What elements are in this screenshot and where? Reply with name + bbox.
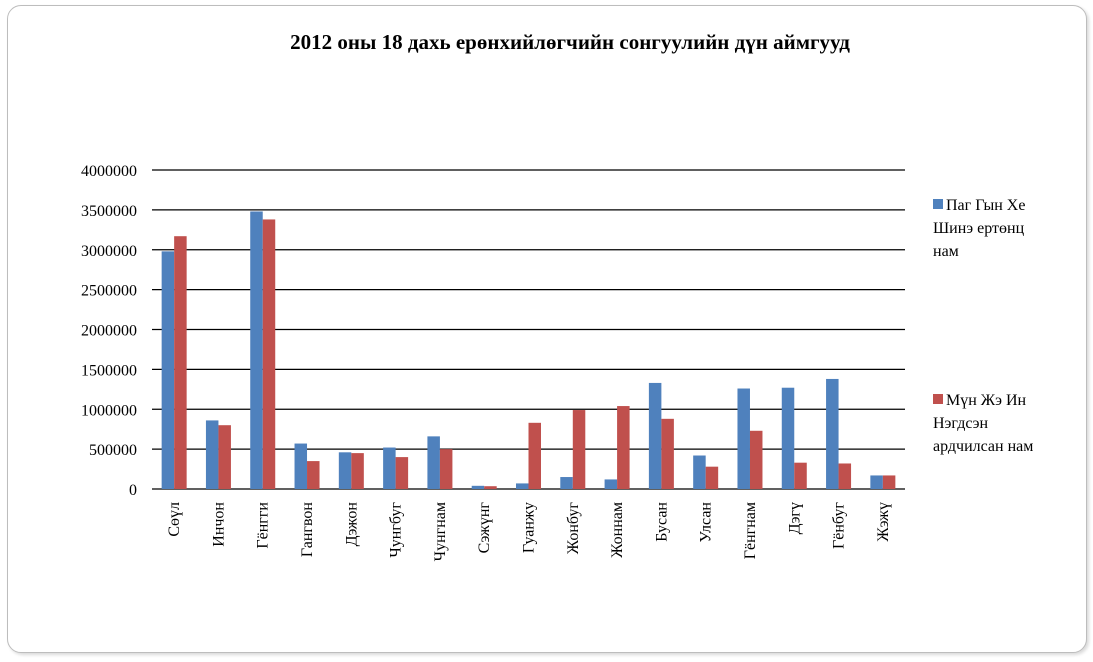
bar-moon-1 <box>218 425 231 489</box>
bar-park-13 <box>737 388 750 489</box>
x-tick-label: Жоннам <box>609 502 626 558</box>
x-tick-label: Жонбуг <box>565 502 582 555</box>
x-tick-label: Гангвон <box>299 502 316 558</box>
x-tick-label: Гёнгги <box>255 502 272 549</box>
legend: Паг Гын Хе Шинэ ертөнц нам Мүн Жэ Ин Нэгдсэн… <box>933 197 1033 455</box>
y-tick-label: 4000000 <box>81 163 137 180</box>
bar-moon-7 <box>484 486 497 489</box>
bar-moon-8 <box>528 422 541 489</box>
bar-moon-15 <box>838 463 852 489</box>
bar-moon-13 <box>749 430 763 489</box>
bar-moon-10 <box>617 406 630 489</box>
bar-park-11 <box>648 382 662 489</box>
x-tick-label: Сэжүнг <box>476 502 493 554</box>
bar-park-1 <box>205 420 219 489</box>
bar-park-6 <box>427 436 440 489</box>
y-tick-label: 3500000 <box>81 203 137 220</box>
x-tick-label: Сөүл <box>166 502 183 537</box>
y-tick-label: 1500000 <box>81 362 137 379</box>
bar-park-14 <box>781 387 795 489</box>
bar-park-12 <box>693 455 706 489</box>
bar-moon-12 <box>705 466 719 489</box>
bar-park-3 <box>294 443 308 489</box>
bar-moon-0 <box>174 236 187 489</box>
bar-moon-11 <box>661 418 674 489</box>
bar-park-16 <box>870 475 883 489</box>
bar-park-4 <box>338 452 352 489</box>
x-tick-label: Бусан <box>653 502 670 542</box>
bar-park-9 <box>560 477 573 489</box>
x-tick-label: Чунгбуг <box>388 502 405 558</box>
legend-label-1: Мүн Жэ Ин Нэгдсэн ардчилсан нам <box>933 392 1033 455</box>
bar-park-2 <box>250 211 263 489</box>
legend-label-0: Паг Гын Хе Шинэ ертөнц нам <box>933 197 1025 260</box>
gridlines <box>152 169 905 490</box>
legend-swatch-0 <box>933 199 943 209</box>
x-tick-label: Инчон <box>210 502 227 547</box>
y-axis-ticks: 0 500000 1000000 1500000 2000000 2500000 30000… <box>81 163 137 499</box>
y-tick-label: 2000000 <box>81 323 137 340</box>
bar-moon-14 <box>794 462 807 489</box>
bar-moon-5 <box>395 457 409 489</box>
bar-moon-4 <box>351 453 364 489</box>
legend-swatch-1 <box>933 394 943 404</box>
bar-moon-2 <box>262 219 276 489</box>
x-tick-label: Чунгнам <box>432 502 449 561</box>
bars <box>161 211 896 489</box>
bar-moon-9 <box>572 410 586 489</box>
bar-park-5 <box>383 447 396 489</box>
bar-park-15 <box>826 378 839 489</box>
x-tick-label: Гёнбуг <box>831 502 848 549</box>
x-tick-label: Дэжон <box>343 502 360 547</box>
bar-moon-16 <box>882 475 896 489</box>
y-tick-label: 2500000 <box>81 283 137 300</box>
bar-park-10 <box>604 479 618 489</box>
bar-park-0 <box>161 251 175 489</box>
bar-park-7 <box>471 485 485 489</box>
bar-park-8 <box>516 483 529 489</box>
y-tick-label: 3000000 <box>81 243 137 260</box>
x-tick-label: Гёнгнам <box>742 502 759 559</box>
x-tick-label: Жэжү <box>875 502 892 542</box>
x-tick-label: Улсан <box>698 502 715 543</box>
y-tick-label: 500000 <box>89 442 137 459</box>
bar-moon-3 <box>307 461 320 489</box>
chart-title: 2012 оны 18 дахь ерөнхийлөгчийн сонгуули… <box>290 30 850 54</box>
y-tick-label: 0 <box>129 482 137 499</box>
bar-moon-6 <box>439 449 453 489</box>
y-tick-label: 1000000 <box>81 402 137 419</box>
x-axis-ticks: Сөүл Инчон Гёнгги Гангвон Дэжон Чунгбуг Чунгна… <box>166 502 892 562</box>
x-tick-label: Дэгү <box>786 502 803 534</box>
x-tick-label: Гуанжу <box>521 502 538 553</box>
